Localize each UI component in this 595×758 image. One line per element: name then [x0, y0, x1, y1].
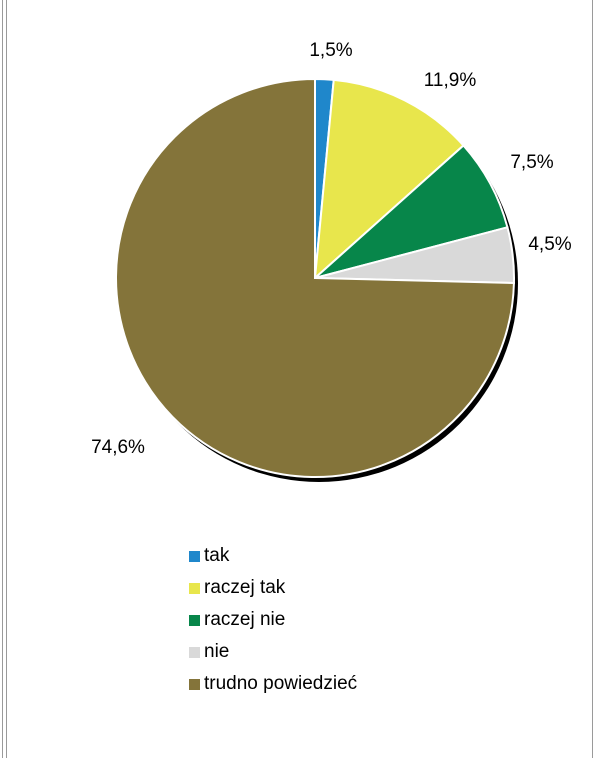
data-labels: 1,5% 11,9% 7,5% 4,5% 74,6%	[91, 40, 572, 458]
legend-swatch-raczej-nie	[189, 614, 200, 626]
legend-label-tak: tak	[204, 545, 230, 566]
legend-swatch-nie	[189, 646, 200, 658]
pie-slices	[115, 77, 518, 482]
data-label-trudno-powiedzieć: 74,6%	[91, 437, 145, 458]
legend-item-tak: tak	[189, 540, 357, 572]
data-label-tak: 1,5%	[309, 40, 352, 61]
frame-left-inner	[6, 0, 7, 758]
data-label-raczej-nie: 7,5%	[510, 152, 553, 173]
legend-label-raczej-nie: raczej nie	[204, 609, 286, 630]
legend-item-raczej-nie: raczej nie	[189, 604, 357, 636]
legend-label-nie: nie	[204, 641, 230, 662]
frame-left-outer	[2, 0, 3, 758]
legend-item-raczej-tak: raczej tak	[189, 572, 357, 604]
pie-slice-raczej-tak	[313, 78, 465, 281]
legend-item-nie: nie	[189, 636, 357, 668]
legend-label-trudno-powiedziec: trudno powiedzieć	[204, 673, 358, 694]
legend-swatch-trudno-powiedziec	[189, 678, 200, 690]
legend: tak raczej tak raczej nie nie trudno pow…	[189, 540, 357, 700]
pie-slice-trudno-powiedzieć	[115, 77, 515, 478]
data-label-nie: 4,5%	[528, 234, 571, 255]
legend-swatch-tak	[189, 550, 200, 562]
legend-label-raczej-tak: raczej tak	[204, 577, 286, 598]
legend-item-trudno-powiedziec: trudno powiedzieć	[189, 668, 357, 700]
data-label-raczej-tak: 11,9%	[424, 70, 477, 91]
legend-swatch-raczej-tak	[189, 582, 200, 594]
frame-right	[592, 0, 593, 758]
